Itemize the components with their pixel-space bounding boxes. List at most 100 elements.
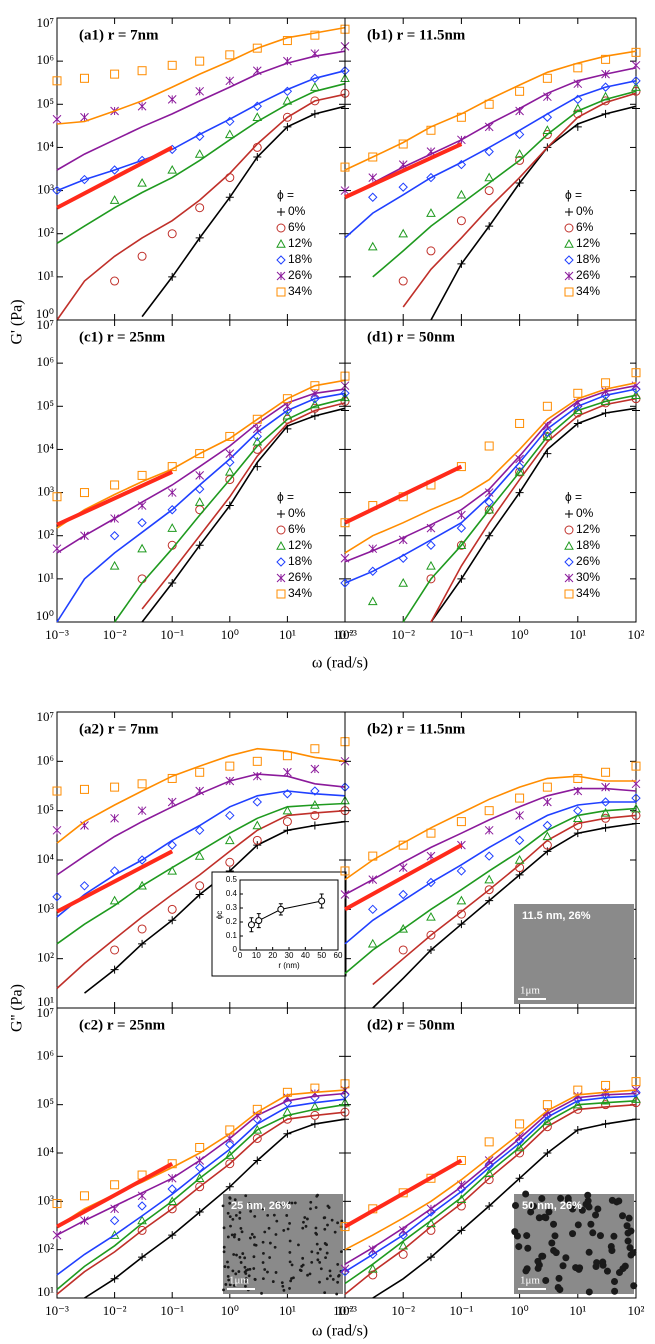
data-point	[515, 870, 524, 879]
data-point	[485, 896, 494, 905]
data-point	[225, 1139, 235, 1150]
y-tick-label: 10⁴	[36, 1144, 54, 1159]
particle	[559, 1262, 567, 1270]
particle	[330, 1218, 334, 1222]
data-point	[515, 418, 525, 428]
particle	[316, 1258, 320, 1262]
particle	[289, 1279, 293, 1283]
data-point	[456, 866, 467, 876]
y-tick-label: 10⁶	[36, 52, 54, 67]
y-tick-label: 10⁵	[36, 1096, 54, 1111]
particle	[288, 1251, 292, 1254]
particle	[228, 1283, 232, 1287]
data-point	[310, 1110, 320, 1120]
particle	[336, 1280, 340, 1284]
data-point	[601, 54, 611, 64]
data-point	[110, 276, 120, 286]
data-point	[542, 401, 552, 411]
data-point	[137, 251, 147, 261]
model-line	[402, 394, 637, 623]
particle	[288, 1239, 292, 1243]
particle	[301, 1256, 305, 1260]
data-point	[252, 66, 262, 76]
micrograph	[514, 904, 634, 1004]
particle	[335, 1292, 339, 1296]
data-point	[542, 431, 553, 441]
y-tick-label: 10⁵	[36, 397, 54, 412]
data-point	[398, 139, 408, 149]
particle	[584, 1191, 592, 1199]
data-point	[573, 419, 582, 428]
particle	[285, 1214, 289, 1217]
data-point	[600, 1090, 611, 1100]
particle	[306, 1273, 309, 1277]
data-point	[542, 1100, 552, 1110]
data-point	[52, 892, 62, 902]
particle	[603, 1267, 611, 1275]
data-point	[225, 193, 234, 202]
data-point	[542, 820, 553, 831]
data-point	[310, 393, 320, 404]
legend-label: 26%	[288, 268, 312, 282]
particle	[336, 1221, 340, 1225]
data-point	[252, 1104, 262, 1114]
particle	[275, 1219, 279, 1223]
data-point	[564, 271, 574, 281]
data-point	[485, 531, 494, 540]
data-point	[225, 116, 235, 127]
data-point	[340, 1266, 350, 1277]
data-point	[253, 841, 262, 850]
data-point	[398, 228, 409, 238]
data-point	[283, 826, 292, 835]
y-axis-label: G'' (Pa)	[9, 984, 26, 1032]
particle	[293, 1201, 297, 1205]
data-point	[252, 142, 262, 152]
model-line	[344, 1103, 637, 1295]
data-point	[368, 566, 378, 576]
data-point	[255, 917, 263, 925]
data-point	[484, 441, 494, 451]
model-line	[344, 775, 636, 881]
data-point	[426, 147, 436, 156]
particle	[223, 1265, 227, 1268]
particle	[287, 1201, 291, 1205]
data-point	[225, 857, 235, 867]
data-point	[80, 1216, 89, 1225]
particle	[624, 1229, 632, 1237]
particle	[274, 1271, 278, 1274]
model-line	[56, 69, 346, 192]
data-point	[542, 1122, 552, 1132]
particle	[232, 1284, 236, 1287]
data-point	[340, 1264, 350, 1274]
particle	[233, 1233, 237, 1237]
legend-label: 34%	[576, 586, 600, 600]
data-point	[573, 79, 583, 89]
data-point	[310, 96, 320, 106]
data-point	[600, 807, 611, 817]
particle	[562, 1254, 570, 1262]
data-point	[247, 921, 255, 929]
data-point	[79, 73, 89, 83]
data-point	[276, 287, 286, 297]
data-point	[79, 1191, 89, 1201]
data-point	[282, 36, 292, 46]
data-point	[542, 129, 552, 139]
model-line	[141, 105, 346, 318]
particle	[542, 1276, 550, 1284]
particle	[233, 1198, 237, 1202]
legend-label: 18%	[576, 252, 600, 266]
data-point	[514, 466, 525, 476]
data-point	[194, 1173, 205, 1182]
data-point	[426, 523, 436, 533]
data-point	[110, 782, 120, 792]
data-point	[282, 86, 293, 97]
data-point	[514, 1142, 525, 1152]
particle	[585, 1288, 593, 1296]
data-point	[252, 771, 262, 781]
y-tick-label: 10⁵	[36, 802, 54, 817]
particle	[325, 1277, 329, 1281]
data-point	[225, 776, 235, 786]
data-point	[167, 60, 177, 70]
data-point	[565, 510, 573, 518]
data-point	[318, 897, 326, 905]
